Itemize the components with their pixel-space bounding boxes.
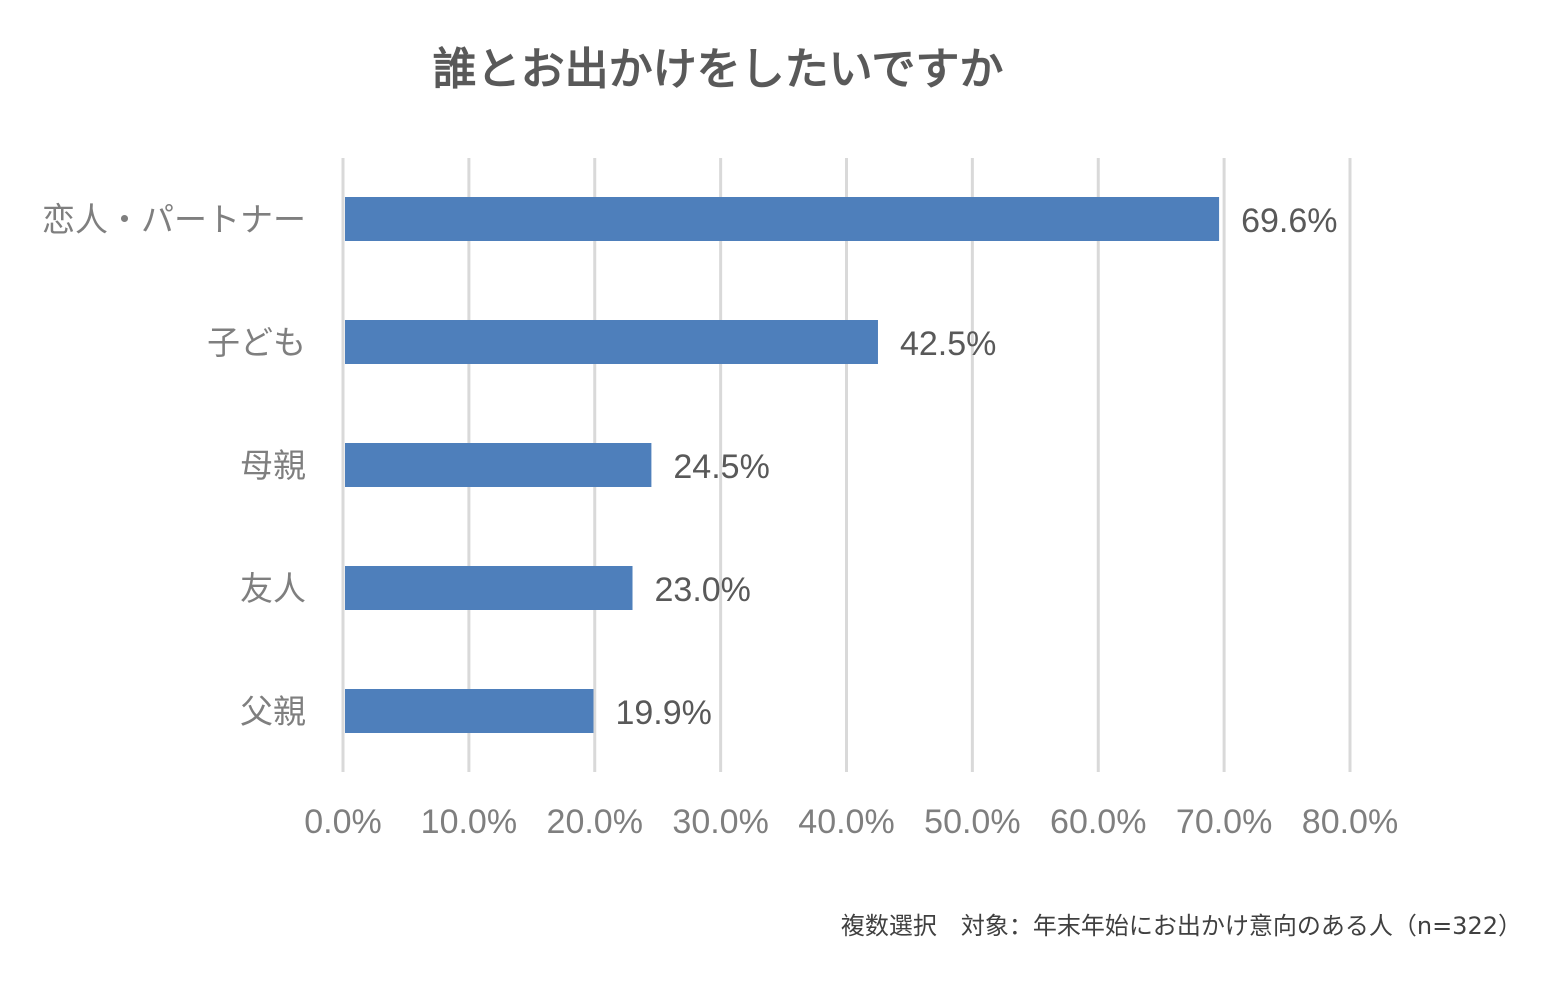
x-tick-label: 80.0% [1302,803,1398,841]
x-tick-label: 50.0% [924,803,1020,841]
x-tick-label: 30.0% [672,803,768,841]
data-label: 23.0% [655,571,751,609]
bar [345,443,652,487]
bar [345,566,633,610]
bars [345,197,1220,733]
x-tick-label: 10.0% [421,803,517,841]
bar [345,197,1220,241]
gridlines [341,158,1352,772]
data-labels: 69.6% 42.5% 24.5% 23.0% 19.9% [615,202,1337,732]
x-tick-label: 70.0% [1176,803,1272,841]
data-label: 69.6% [1241,202,1337,240]
category-label: 父親 [240,692,306,731]
x-tick-label: 20.0% [547,803,643,841]
chart-title: 誰とお出かけをしたいですか [433,44,1004,95]
x-tick-label: 60.0% [1050,803,1146,841]
bar [345,689,594,733]
category-label: 恋人・パートナー [42,200,306,239]
category-label: 子ども [207,323,306,362]
x-tick-label: 40.0% [798,803,894,841]
data-label: 42.5% [900,325,996,363]
x-tick-labels: 0.0% 10.0% 20.0% 30.0% 40.0% 50.0% 60.0% 70.0% 8… [304,803,1398,841]
x-tick-label: 0.0% [304,803,382,841]
data-label: 19.9% [615,694,711,732]
bar [345,320,878,364]
footnote: 複数選択 対象：年末年始にお出かけ意向のある人（n=322） [841,912,1522,940]
category-label: 友人 [240,569,306,608]
data-label: 24.5% [673,448,769,486]
category-label: 母親 [240,446,306,485]
